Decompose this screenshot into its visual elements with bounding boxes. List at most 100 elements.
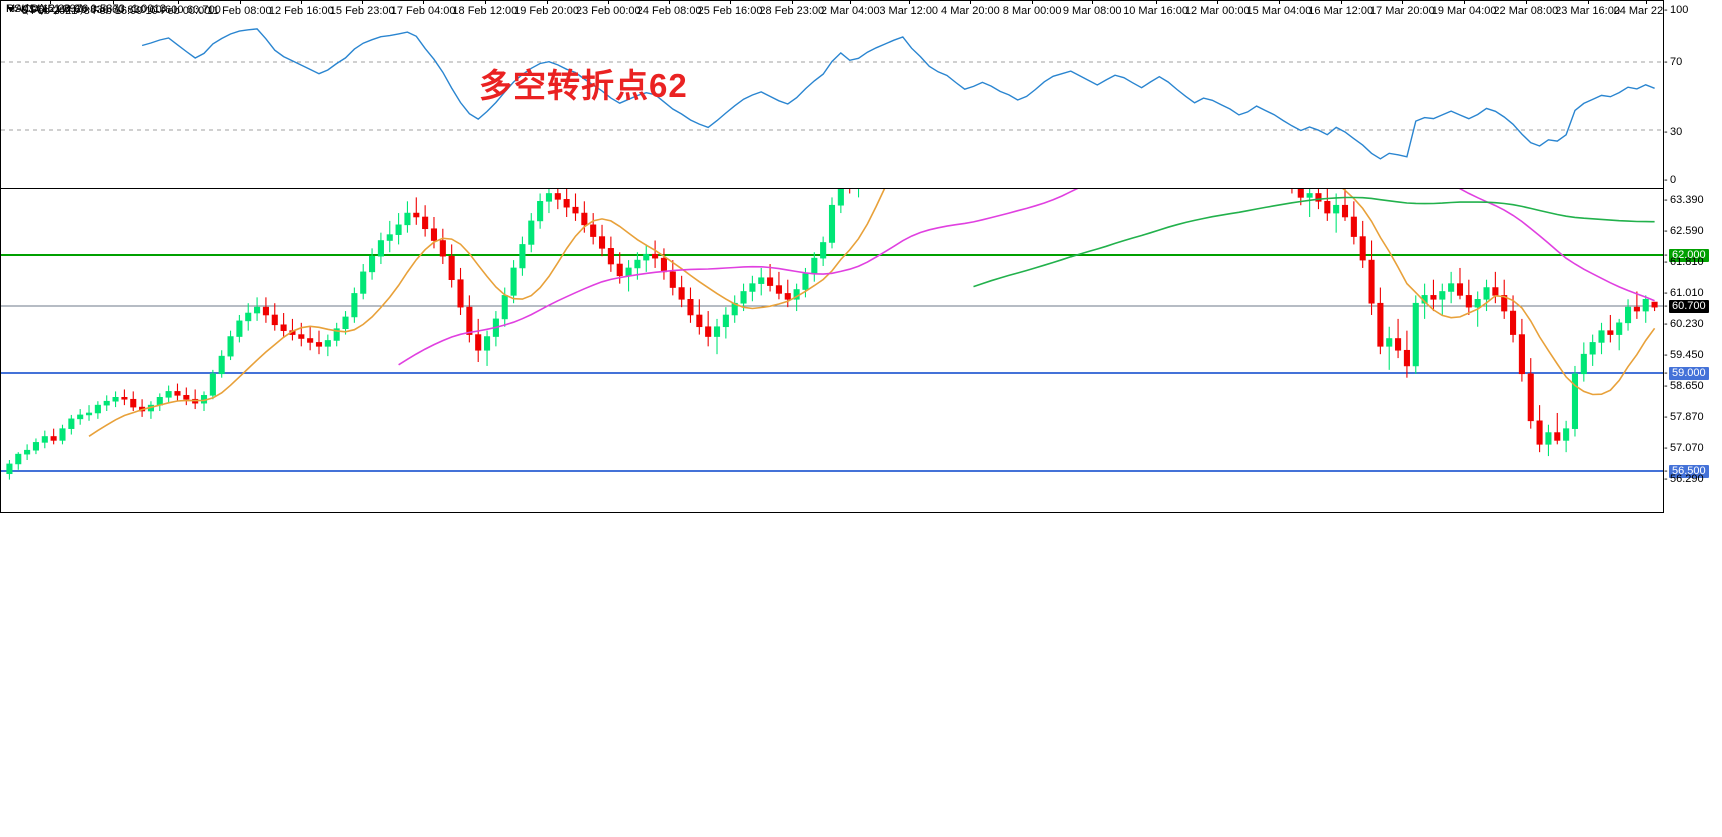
time-tick <box>1340 0 1342 4</box>
time-tick <box>1587 0 1589 4</box>
time-axis-label: 10 Feb 00:00 <box>145 5 211 17</box>
tick-dash: - <box>1664 380 1668 392</box>
time-axis-label: 9 Mar 08:00 <box>1062 5 1122 17</box>
tick-dash: - <box>1664 300 1668 312</box>
price-tick-label: 70 <box>1670 56 1683 68</box>
rsi-panel[interactable]: RSI(14) 51.3926 <box>0 0 1664 189</box>
tick-dash: - <box>1664 4 1668 16</box>
scale-tick: -61.010 <box>1664 288 1704 299</box>
time-tick <box>669 0 671 4</box>
tick-dash: - <box>1664 473 1668 485</box>
time-tick <box>1155 0 1157 4</box>
time-tick <box>791 0 793 4</box>
tick-dash: - <box>1664 442 1668 454</box>
time-axis-label: 16 Mar 12:00 <box>1308 5 1374 17</box>
price-tick-label: 56.290 <box>1670 473 1704 485</box>
rsi-title: RSI(14) 51.3926 <box>6 3 89 15</box>
scale-tick: -60.230 <box>1664 319 1704 330</box>
tick-dash: - <box>1664 349 1668 361</box>
time-tick <box>1278 0 1280 4</box>
time-tick <box>1092 0 1094 4</box>
time-axis-label: 18 Feb 12:00 <box>452 5 518 17</box>
tick-dash: - <box>1664 367 1668 379</box>
scale-tick: -56.500 <box>1664 465 1709 478</box>
time-axis-label: 15 Mar 04:00 <box>1246 5 1312 17</box>
price-tick-label: 62.590 <box>1670 225 1704 237</box>
scale-tick: -62.000 <box>1664 249 1709 262</box>
time-axis-label: 8 Feb 16:00 <box>83 5 143 17</box>
rsi-scale[interactable]: -100-70-30-0 <box>1664 0 1722 189</box>
price-tick-label: 30 <box>1670 126 1683 138</box>
chart-header-title: USOil-,H4 60.830 60.830 60.600 60.700 <box>21 4 222 16</box>
time-axis-label: 25 Feb 16:00 <box>697 5 763 17</box>
time-tick <box>1402 0 1404 4</box>
scale-tick: -62.590 <box>1664 226 1704 237</box>
scale-tick: -100 <box>1664 5 1688 16</box>
time-tick <box>1217 0 1219 4</box>
scale-tick: -70 <box>1664 57 1682 68</box>
time-axis-label: 11 Feb 08:00 <box>207 5 272 17</box>
price-tick-label: 58.650 <box>1670 380 1704 392</box>
time-axis-label: 19 Mar 04:00 <box>1431 5 1497 17</box>
time-axis-label: 24 Feb 08:00 <box>636 5 702 17</box>
time-axis-label: 22 Mar 08:00 <box>1493 5 1559 17</box>
price-tick-label: 61.810 <box>1670 256 1704 268</box>
tick-dash: - <box>1664 194 1668 206</box>
time-tick <box>423 0 425 4</box>
scale-tick: -57.870 <box>1664 412 1704 423</box>
time-tick <box>301 0 303 4</box>
scale-tick: -59.000 <box>1664 367 1709 380</box>
time-tick <box>1525 0 1527 4</box>
price-tick-label: 100 <box>1670 4 1689 16</box>
price-tick-label: 57.070 <box>1670 442 1704 454</box>
scale-tick: -58.650 <box>1664 381 1704 392</box>
time-axis-label: 15 Feb 23:00 <box>329 5 395 17</box>
time-axis-label: 17 Feb 04:00 <box>390 5 456 17</box>
time-axis-label: 8 Mar 00:00 <box>1002 5 1062 17</box>
tick-dash: - <box>1664 56 1668 68</box>
price-tick-label: 59.450 <box>1670 349 1704 361</box>
price-level-badge: 59.000 <box>1669 367 1709 380</box>
time-tick <box>177 0 179 4</box>
scale-tick: -61.810 <box>1664 257 1704 268</box>
chart-annotation-text: 多空转折点62 <box>479 67 688 104</box>
tick-dash: - <box>1664 465 1668 477</box>
tick-dash: - <box>1664 287 1668 299</box>
price-level-badge: 62.000 <box>1669 249 1709 262</box>
time-axis-label: 19 Feb 20:00 <box>514 5 579 17</box>
time-axis-label: 24 Mar 22:00 <box>1613 5 1679 17</box>
tick-dash: - <box>1664 318 1668 330</box>
time-tick <box>608 0 610 4</box>
time-axis-label: 10 Mar 16:00 <box>1123 5 1188 17</box>
time-axis-label: 12 Mar 00:00 <box>1184 5 1250 17</box>
time-tick <box>850 0 852 4</box>
tick-dash: - <box>1664 411 1668 423</box>
time-tick <box>239 0 241 4</box>
time-tick <box>1032 0 1034 4</box>
collapse-arrow-icon[interactable] <box>7 7 15 12</box>
time-tick <box>908 0 910 4</box>
scale-tick: -59.450 <box>1664 350 1704 361</box>
price-tick-label: 61.010 <box>1670 287 1704 299</box>
time-axis-label: 4 Mar 20:00 <box>941 5 1000 17</box>
time-tick <box>112 0 114 4</box>
scale-tick: -30 <box>1664 127 1682 138</box>
time-tick <box>546 0 548 4</box>
time-axis-label: 23 Feb 00:00 <box>575 5 641 17</box>
price-tick-label: 63.390 <box>1670 194 1704 206</box>
scale-tick: -60.700 <box>1664 300 1709 313</box>
scale-tick: -0 <box>1664 175 1676 186</box>
tick-dash: - <box>1664 249 1668 261</box>
scale-tick: -56.290 <box>1664 474 1704 485</box>
time-tick <box>49 0 51 4</box>
scale-tick: -63.390 <box>1664 195 1704 206</box>
time-axis-label: 2 Mar 04:00 <box>820 5 880 17</box>
price-tick-label: 60.230 <box>1670 318 1704 330</box>
time-tick <box>484 0 486 4</box>
time-axis-label: 3 Mar 12:00 <box>879 5 939 17</box>
time-tick <box>730 0 732 4</box>
time-axis-label: 17 Mar 20:00 <box>1369 5 1435 17</box>
time-tick <box>1646 0 1647 4</box>
rsi-plot-area <box>1 1 1663 188</box>
